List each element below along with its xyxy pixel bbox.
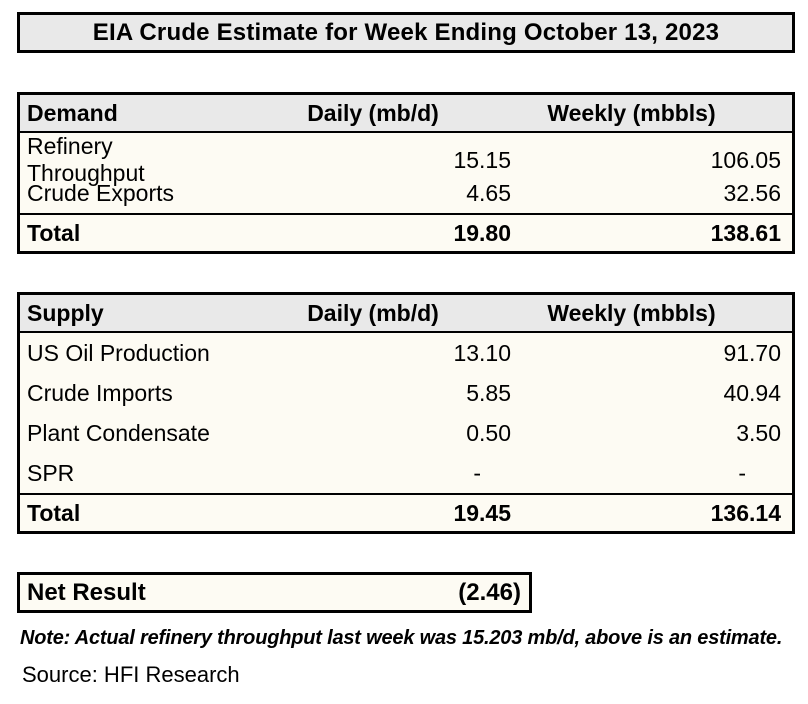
row-label: US Oil Production — [27, 339, 210, 366]
total-daily-value: 19.80 — [453, 219, 511, 246]
demand-header-weekly: Weekly (mbbls) — [547, 99, 716, 126]
row-weekly-value: 40.94 — [723, 379, 781, 406]
table-row: US Oil Production 13.10 91.70 — [20, 333, 792, 373]
demand-header-daily: Daily (mb/d) — [307, 99, 439, 126]
row-label: SPR — [27, 459, 75, 486]
demand-total-row: Total 19.80 138.61 — [20, 213, 792, 251]
row-daily-value: 13.10 — [453, 339, 511, 366]
row-weekly-value: 32.56 — [723, 179, 781, 206]
supply-header-daily: Daily (mb/d) — [307, 299, 439, 326]
table-row: SPR - - — [20, 453, 792, 493]
table-row: Plant Condensate 0.50 3.50 — [20, 413, 792, 453]
row-label: Plant Condensate — [27, 419, 210, 446]
supply-table: Supply Daily (mb/d) Weekly (mbbls) US Oi… — [17, 292, 795, 534]
total-label: Total — [27, 499, 81, 526]
supply-header-label: Supply — [27, 299, 104, 326]
total-weekly-value: 136.14 — [710, 499, 781, 526]
net-result-label: Net Result — [27, 578, 146, 606]
row-weekly-value: 106.05 — [710, 146, 781, 173]
row-weekly-value: 3.50 — [736, 419, 781, 446]
net-result-box: Net Result (2.46) — [17, 572, 532, 613]
supply-total-row: Total 19.45 136.14 — [20, 493, 792, 531]
source-attribution: Source: HFI Research — [22, 662, 240, 687]
total-weekly-value: 138.61 — [710, 219, 781, 246]
row-label: Crude Exports — [27, 179, 175, 206]
table-row: Crude Exports 4.65 32.56 — [20, 173, 792, 213]
row-daily-value: 4.65 — [466, 179, 511, 206]
row-weekly-value: - — [738, 459, 746, 486]
row-daily-value: - — [473, 459, 481, 486]
net-result-value: (2.46) — [458, 578, 521, 606]
demand-header-row: Demand Daily (mb/d) Weekly (mbbls) — [20, 95, 792, 133]
row-daily-value: 5.85 — [466, 379, 511, 406]
row-daily-value: 15.15 — [453, 146, 511, 173]
demand-header-label: Demand — [27, 99, 118, 126]
total-daily-value: 19.45 — [453, 499, 511, 526]
row-label: Refinery Throughput — [27, 133, 145, 186]
row-label: Crude Imports — [27, 379, 173, 406]
row-weekly-value: 91.70 — [723, 339, 781, 366]
demand-table: Demand Daily (mb/d) Weekly (mbbls) Refin… — [17, 92, 795, 254]
table-row: Refinery Throughput 15.15 106.05 — [20, 133, 792, 186]
table-row: Crude Imports 5.85 40.94 — [20, 373, 792, 413]
supply-header-row: Supply Daily (mb/d) Weekly (mbbls) — [20, 295, 792, 333]
footnote: Note: Actual refinery throughput last we… — [20, 627, 783, 649]
page-title-text: EIA Crude Estimate for Week Ending Octob… — [92, 18, 720, 46]
row-daily-value: 0.50 — [466, 419, 511, 446]
page-title: EIA Crude Estimate for Week Ending Octob… — [17, 12, 795, 53]
supply-header-weekly: Weekly (mbbls) — [547, 299, 716, 326]
total-label: Total — [27, 219, 81, 246]
